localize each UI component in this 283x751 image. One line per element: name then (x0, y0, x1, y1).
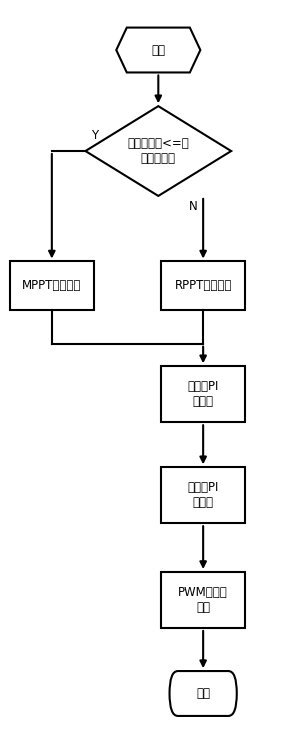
FancyBboxPatch shape (10, 261, 94, 310)
FancyBboxPatch shape (161, 366, 245, 422)
Text: 开始: 开始 (151, 44, 165, 56)
FancyBboxPatch shape (161, 261, 245, 310)
FancyBboxPatch shape (161, 467, 245, 523)
Text: 电压环PI
控制器: 电压环PI 控制器 (187, 380, 219, 409)
Text: 结束: 结束 (196, 687, 210, 700)
Text: PWM占空比
形成: PWM占空比 形成 (178, 586, 228, 614)
Text: 蓄电池电压<=恒
压均充电压: 蓄电池电压<=恒 压均充电压 (127, 137, 189, 165)
Text: RPPT跟踪控制: RPPT跟踪控制 (174, 279, 232, 292)
Text: N: N (189, 200, 198, 213)
FancyBboxPatch shape (161, 572, 245, 628)
FancyBboxPatch shape (170, 671, 237, 716)
Text: 电流环PI
控制器: 电流环PI 控制器 (187, 481, 219, 509)
Polygon shape (85, 106, 231, 196)
Text: Y: Y (91, 129, 98, 142)
Polygon shape (116, 28, 200, 72)
Text: MPPT跟踪控制: MPPT跟踪控制 (22, 279, 82, 292)
